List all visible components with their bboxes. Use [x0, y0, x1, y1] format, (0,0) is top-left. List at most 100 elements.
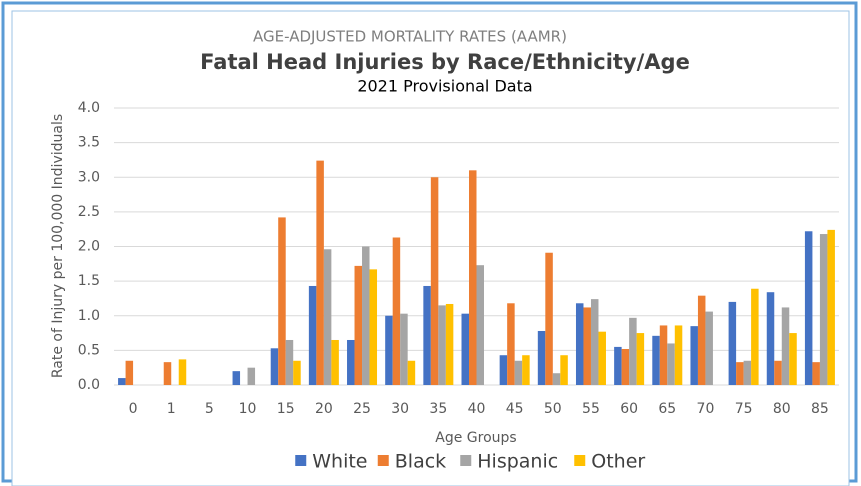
bar: [461, 313, 469, 385]
legend-swatch: [574, 455, 586, 466]
legend-label: White: [312, 451, 367, 473]
bar: [743, 360, 752, 385]
legend-swatch: [460, 455, 472, 466]
bar: [354, 265, 363, 385]
x-tick-label: 75: [735, 401, 753, 417]
x-tick-label: 35: [429, 401, 447, 417]
x-tick-label: 20: [315, 401, 333, 417]
x-axis-label: Age Groups: [435, 430, 516, 446]
x-tick-label: 50: [544, 401, 562, 417]
x-tick-label: 85: [811, 401, 829, 417]
bar: [270, 348, 279, 385]
y-tick-label: 3.5: [78, 135, 100, 151]
y-tick-label: 0.5: [78, 342, 100, 358]
bar: [774, 360, 782, 385]
bar: [369, 269, 378, 385]
bar: [736, 362, 744, 385]
bar: [827, 229, 835, 385]
bar: [407, 360, 416, 385]
bar: [125, 360, 134, 385]
bar: [674, 325, 683, 385]
x-tick-label: 60: [620, 401, 638, 417]
bar: [621, 348, 630, 385]
x-tick-label: 25: [353, 401, 371, 417]
x-tick-label: 70: [697, 401, 715, 417]
x-tick-label: 65: [658, 401, 676, 417]
bar: [278, 217, 286, 385]
bar: [629, 317, 637, 385]
y-tick-label: 2.0: [78, 239, 100, 255]
x-tick-label: 80: [773, 401, 791, 417]
x-tick-label: 0: [129, 401, 138, 417]
bar: [118, 378, 126, 385]
bar: [789, 333, 797, 385]
y-tick-label: 4.0: [78, 100, 100, 116]
bar: [347, 339, 355, 385]
bar: [583, 307, 591, 385]
bar: [560, 355, 568, 385]
bar: [400, 313, 408, 385]
bar: [812, 362, 820, 385]
bar: [476, 265, 484, 385]
inner-frame: [11, 10, 850, 486]
y-tick-label: 3.0: [78, 169, 100, 185]
bar: [537, 330, 546, 385]
bar: [652, 335, 660, 385]
bar: [232, 371, 241, 385]
x-tick-label: 5: [205, 401, 214, 417]
bar: [247, 367, 256, 385]
bar: [804, 231, 813, 385]
bar: [819, 234, 828, 385]
bar: [598, 331, 606, 385]
bar: [331, 339, 339, 385]
y-axis-label: Rate of Injury per 100,000 Individuals: [50, 114, 66, 378]
x-tick-label: 1: [167, 401, 176, 417]
bar: [614, 346, 622, 385]
bar: [636, 333, 645, 385]
legend-swatch: [295, 455, 307, 466]
y-tick-label: 2.5: [78, 204, 100, 220]
bar: [575, 303, 584, 385]
bar: [362, 246, 370, 385]
bar: [697, 295, 706, 385]
supertitle: AGE-ADJUSTED MORTALITY RATES (AAMR): [253, 28, 567, 46]
legend-swatch: [377, 455, 389, 466]
legend-label: Black: [395, 451, 446, 473]
bar: [728, 301, 737, 385]
bar: [385, 315, 393, 385]
bar: [667, 343, 675, 385]
bar: [445, 303, 454, 385]
bar: [323, 249, 332, 385]
bar: [545, 252, 553, 385]
x-tick-label: 45: [506, 401, 524, 417]
x-tick-label: 40: [468, 401, 486, 417]
x-tick-label: 10: [239, 401, 257, 417]
bar: [766, 292, 775, 385]
bar: [499, 355, 508, 385]
bar: [781, 307, 790, 385]
x-tick-label: 15: [277, 401, 295, 417]
bar: [316, 160, 324, 385]
y-tick-label: 1.5: [78, 273, 100, 289]
legend-label: Hispanic: [477, 451, 558, 473]
bar: [705, 311, 713, 385]
bar: [178, 359, 187, 385]
legend-label: Other: [591, 451, 645, 473]
bar: [438, 305, 446, 385]
bar: [552, 373, 561, 385]
y-tick-label: 1.0: [78, 308, 100, 324]
x-tick-label: 30: [391, 401, 409, 417]
bar: [690, 326, 698, 385]
y-tick-label: 0.0: [78, 377, 100, 393]
bar: [285, 339, 294, 385]
bar: [590, 299, 599, 385]
bar: [423, 285, 431, 385]
chart-title: Fatal Head Injuries by Race/Ethnicity/Ag…: [200, 50, 690, 74]
bar: [522, 355, 530, 385]
x-tick-label: 55: [582, 401, 600, 417]
bar: [507, 303, 515, 385]
bar: [469, 170, 477, 385]
bar: [392, 237, 401, 385]
